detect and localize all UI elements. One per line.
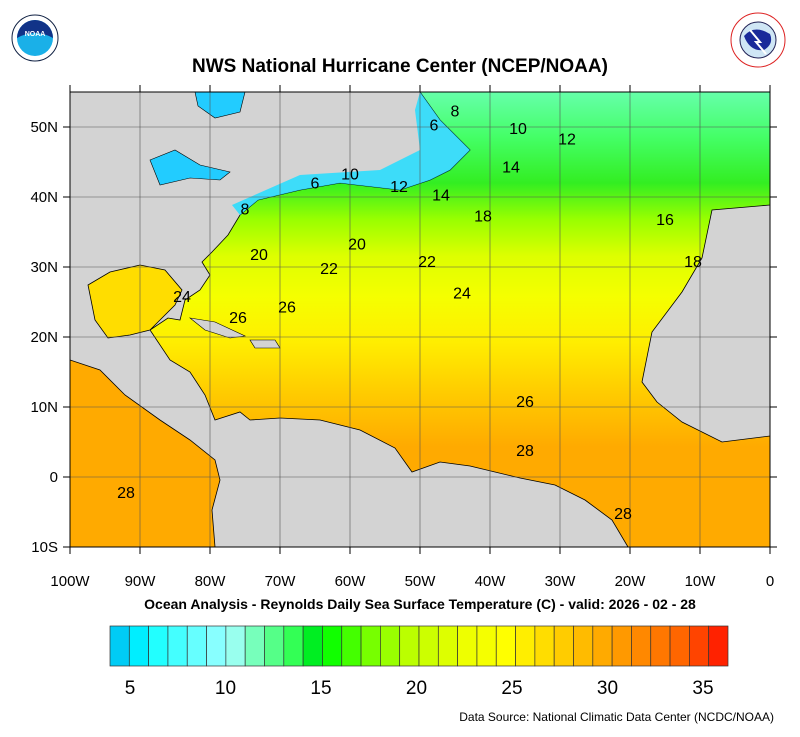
colorbar-swatch	[264, 625, 285, 667]
x-tick-label: 40W	[475, 573, 507, 590]
contour-label: 14	[502, 160, 520, 177]
colorbar-swatch	[650, 625, 671, 667]
colorbar-tick-label: 35	[692, 678, 713, 699]
colorbar-tick-label: 15	[310, 678, 331, 699]
contour-label: 12	[558, 132, 576, 149]
contour-label: 20	[348, 237, 366, 254]
colorbar-swatch	[206, 625, 227, 667]
colorbar-swatch	[341, 625, 362, 667]
contour-label: 24	[173, 289, 191, 306]
colorbar-swatch	[553, 625, 574, 667]
contour-label: 28	[516, 443, 534, 460]
colorbar-tick-label: 30	[597, 678, 618, 699]
colorbar-swatch	[244, 625, 265, 667]
colorbar-swatch	[283, 625, 304, 667]
contour-label: 26	[516, 394, 534, 411]
x-tick-label: 70W	[265, 573, 297, 590]
x-tick-label: 90W	[125, 573, 157, 590]
cold-coastal-water	[232, 92, 470, 215]
contour-label: 10	[509, 121, 527, 138]
hispaniola	[249, 339, 281, 349]
contour-label: 24	[453, 286, 471, 303]
colorbar-swatch	[689, 625, 710, 667]
colorbar-swatch	[437, 625, 458, 667]
contour-label: 12	[390, 179, 408, 196]
x-tick-label: 100W	[50, 573, 90, 590]
gulf-of-mexico	[87, 264, 183, 339]
colorbar-swatch	[515, 625, 536, 667]
colorbar-swatch	[322, 625, 343, 667]
colorbar-tick-label: 25	[501, 678, 522, 699]
x-tick-label: 20W	[615, 573, 647, 590]
colorbar-tick-label: 5	[125, 678, 136, 699]
data-source: Data Source: National Climatic Data Cent…	[459, 710, 774, 724]
colorbar-swatch	[186, 625, 207, 667]
contour-label: 6	[430, 118, 439, 135]
svg-text:NOAA: NOAA	[25, 31, 46, 38]
contour-label: 10	[341, 167, 359, 184]
y-tick-label: 20N	[30, 329, 58, 346]
map-axes: 100W 90W 80W 70W 60W 50W 40W 30W 20W 10W 0 50N 40N 30…	[30, 85, 777, 590]
map-subtitle: Ocean Analysis - Reynolds Daily Sea Surf…	[144, 596, 696, 612]
y-tick-label: 10S	[31, 539, 58, 556]
colorbar-swatch	[573, 625, 594, 667]
colorbar-tick-label: 10	[215, 678, 236, 699]
contour-label: 16	[656, 212, 674, 229]
contour-label: 18	[684, 254, 702, 271]
colorbar-swatch	[457, 625, 478, 667]
y-tick-label: 10N	[30, 399, 58, 416]
colorbar: 5 10 15 20 25 30 35	[109, 625, 729, 699]
x-tick-label: 30W	[545, 573, 577, 590]
colorbar-swatch	[148, 625, 169, 667]
y-tick-label: 0	[50, 469, 58, 486]
colorbar-swatch	[360, 625, 381, 667]
x-tick-label: 10W	[685, 573, 717, 590]
contour-label: 28	[614, 506, 632, 523]
contour-label: 6	[311, 176, 320, 193]
hudson-bay	[194, 92, 246, 119]
x-tick-label: 50W	[405, 573, 437, 590]
colorbar-swatch	[631, 625, 652, 667]
contour-label: 26	[278, 300, 296, 317]
contour-label: 8	[451, 104, 460, 121]
colorbar-swatch	[611, 625, 632, 667]
colorbar-swatch	[534, 625, 555, 667]
colorbar-swatch	[128, 625, 149, 667]
page-title: NWS National Hurricane Center (NCEP/NOAA…	[192, 56, 608, 77]
colorbar-swatch	[418, 625, 439, 667]
contour-label: 8	[241, 202, 250, 219]
colorbar-swatch	[225, 625, 246, 667]
colorbar-swatch	[380, 625, 401, 667]
contour-label: 20	[250, 247, 268, 264]
colorbar-swatch	[167, 625, 188, 667]
colorbar-tick-label: 20	[406, 678, 427, 699]
x-tick-label: 0	[766, 573, 774, 590]
colorbar-swatch	[592, 625, 613, 667]
noaa-logo: NOAA	[11, 14, 59, 62]
nws-logo	[730, 12, 786, 68]
colorbar-swatch	[476, 625, 497, 667]
colorbar-swatch	[708, 625, 729, 667]
contour-label: 22	[418, 254, 436, 271]
contour-label: 18	[474, 209, 492, 226]
y-tick-label: 30N	[30, 259, 58, 276]
contour-label: 14	[432, 188, 450, 205]
colorbar-swatch	[495, 625, 516, 667]
colorbar-swatch	[109, 625, 130, 667]
x-tick-label: 80W	[195, 573, 227, 590]
contour-label: 22	[320, 261, 338, 278]
colorbar-swatch	[302, 625, 323, 667]
map-gridlines	[70, 92, 770, 547]
contour-label: 28	[117, 485, 135, 502]
x-tick-label: 60W	[335, 573, 367, 590]
y-tick-label: 50N	[30, 119, 58, 136]
colorbar-swatch	[399, 625, 420, 667]
colorbar-swatch	[669, 625, 690, 667]
y-tick-label: 40N	[30, 189, 58, 206]
contour-label: 26	[229, 310, 247, 327]
